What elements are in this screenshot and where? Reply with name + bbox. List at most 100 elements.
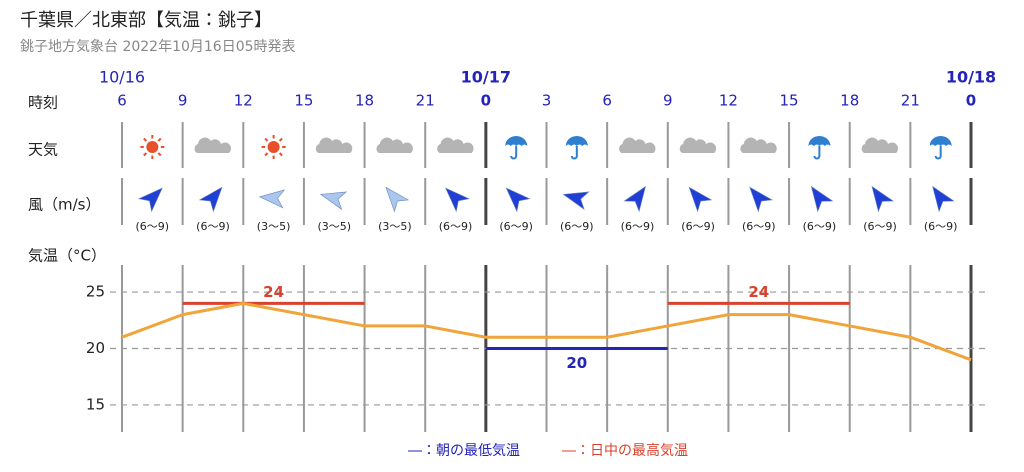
umbrella-handle [813,146,821,160]
weather-icon [619,137,656,153]
wind-arrow [871,185,895,213]
y-tick-label: 15 [86,395,105,413]
hour-label: 15 [294,92,313,110]
weather-icon [315,137,353,153]
sun-ray [264,152,269,157]
wind-arrow [810,185,834,213]
wind-arrow [385,186,410,213]
highs-label: 24 [748,283,769,301]
hour-label: 0 [966,92,976,110]
wind-arrow [137,187,163,213]
hour-label: 18 [840,92,859,110]
cloud-shape [861,137,899,153]
umbrella-handle [934,146,942,160]
hour-label: 9 [178,92,188,110]
weather-icon [740,137,777,153]
wind-speed: (6〜9) [196,220,230,233]
cloud-shape [437,137,474,153]
wind-speed: (6〜9) [681,220,715,233]
weather-icon [140,135,165,159]
weather-icon [565,136,588,160]
y-tick-label: 25 [86,283,105,301]
umbrella-top [929,136,952,146]
sun-ray [157,137,162,142]
wind-arrow [198,186,223,213]
wind-speed: (6〜9) [742,220,776,233]
sun-ray [264,137,269,142]
sun-ray [278,152,283,157]
row-label: 風（m/s） [28,196,100,214]
hour-label: 12 [234,92,253,110]
hour-label: 6 [117,92,127,110]
cloud-shape [315,137,353,153]
sun-core [267,141,280,153]
weather-icon [679,137,717,153]
weather-icon [505,136,528,160]
umbrella-handle [570,146,578,160]
date-label: 10/16 [99,68,145,87]
hour-label: 0 [481,92,491,110]
umbrella-handle [510,146,518,160]
wind-speed: (6〜9) [560,220,594,233]
wind-arrow [749,186,774,213]
umbrella-top [505,136,528,146]
wind-arrow [319,191,348,211]
wind-arrow [688,186,713,213]
wind-arrow [562,191,590,211]
weather-icon [437,137,474,153]
wind-speed: (6〜9) [499,220,533,233]
wind-speed: (6〜9) [924,220,958,233]
wind-speed: (3〜5) [317,220,351,233]
wind-arrow [932,185,955,213]
legend-entry: ―：日中の最高気温 [562,442,688,459]
wind-arrow [258,189,286,209]
legend-entry: ―：朝の最低気温 [408,443,520,459]
wind-arrow [623,185,646,213]
sun-ray [157,152,162,157]
sun-core [146,141,159,153]
umbrella-top [808,136,831,146]
wind-speed: (6〜9) [136,220,170,233]
cloud-shape [194,137,231,153]
highs-label: 24 [263,283,284,301]
hour-label: 9 [663,92,673,110]
cloud-shape [740,137,777,153]
cloud-shape [679,137,717,153]
y-tick-label: 20 [86,339,105,357]
wind-speed: (3〜5) [257,220,291,233]
cloud-shape [376,137,413,153]
hour-label: 15 [780,92,799,110]
weather-icon [929,136,952,160]
wind-speed: (6〜9) [439,220,473,233]
wind-arrow [505,187,531,213]
hour-label: 21 [416,92,435,110]
wind-speed: (3〜5) [378,220,412,233]
weather-icon [376,137,413,153]
date-label: 10/18 [946,68,996,87]
title: 千葉県／北東部【気温：銚子】 [20,10,272,31]
wind-arrow [445,187,470,213]
hour-label: 18 [355,92,374,110]
hour-label: 12 [719,92,738,110]
temperature-line [121,301,972,362]
hour-label: 21 [901,92,920,110]
hour-label: 6 [602,92,612,110]
date-label: 10/17 [461,68,511,87]
weather-icon [194,137,231,153]
row-label: 天気 [28,141,58,159]
wind-speed: (6〜9) [621,220,655,233]
row-label: 気温（°C） [28,247,106,265]
subtitle: 銚子地方気象台 2022年10月16日05時発表 [20,39,296,55]
row-label: 時刻 [28,94,58,112]
sun-ray [278,137,283,142]
wind-speed: (6〜9) [803,220,837,233]
wind-speed: (6〜9) [863,220,897,233]
weather-icon [861,137,899,153]
cloud-shape [619,137,656,153]
weather-icon [261,135,286,159]
weather-icon [808,136,831,160]
sun-ray [143,137,148,142]
umbrella-top [565,136,588,146]
